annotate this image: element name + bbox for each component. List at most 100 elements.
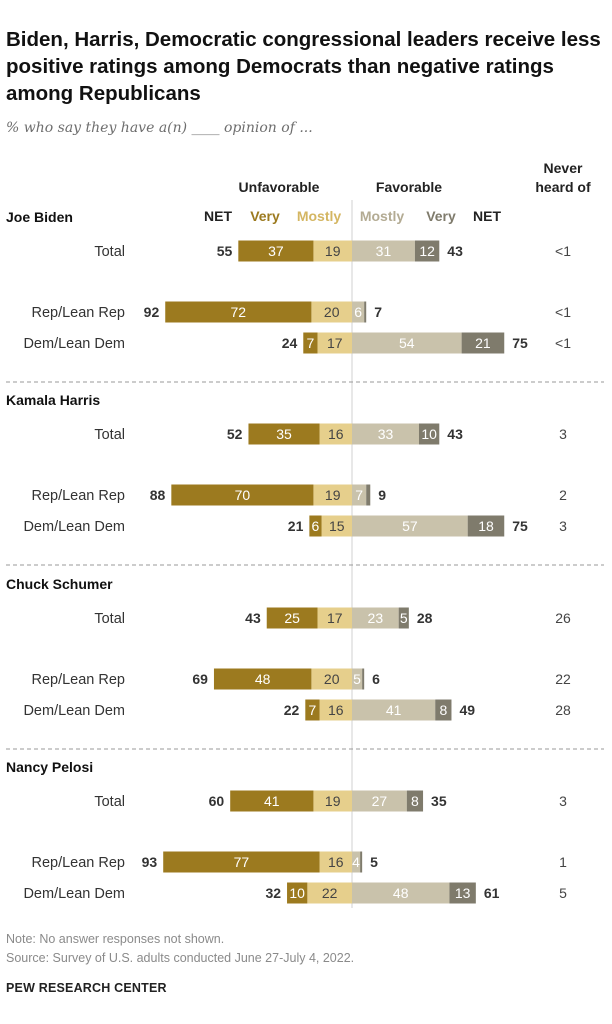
bar-favorable-very [398, 607, 409, 629]
bar-favorable-mostly [352, 851, 361, 873]
never-heard-value: <1 [555, 304, 571, 320]
label-favorable-mostly: 48 [393, 885, 409, 901]
group-label: Kamala Harris [6, 392, 100, 408]
bar-unfavorable-very [248, 423, 320, 445]
net-favorable-value: 7 [374, 304, 382, 320]
very-header-unfavorable: Very [250, 208, 280, 224]
bar-unfavorable-mostly [319, 423, 352, 445]
mostly-header-favorable: Mostly [360, 208, 405, 224]
label-unfavorable-mostly: 19 [325, 487, 341, 503]
bar-favorable-very [366, 484, 371, 506]
net-favorable-value: 6 [372, 671, 380, 687]
bar-favorable-very [461, 332, 505, 354]
bar-unfavorable-very [165, 301, 312, 323]
label-unfavorable-mostly: 19 [325, 793, 341, 809]
net-unfavorable-value: 92 [144, 304, 160, 320]
label-unfavorable-very: 72 [231, 304, 247, 320]
row-label: Rep/Lean Rep [31, 488, 125, 504]
label-unfavorable-mostly: 22 [322, 885, 338, 901]
label-unfavorable-mostly: 16 [328, 426, 344, 442]
never-heard-value: 2 [559, 487, 567, 503]
row-label: Total [94, 611, 125, 627]
label-favorable-mostly: 23 [368, 610, 384, 626]
net-favorable-value: 9 [378, 487, 386, 503]
row-label: Rep/Lean Rep [31, 672, 125, 688]
net-unfavorable-value: 24 [282, 335, 298, 351]
bar-favorable-very [414, 240, 440, 262]
label-unfavorable-mostly: 20 [324, 671, 340, 687]
bar-favorable-very [449, 882, 476, 904]
bar-unfavorable-very [303, 332, 318, 354]
bar-unfavorable-mostly [317, 332, 352, 354]
label-unfavorable-very: 25 [284, 610, 300, 626]
label-unfavorable-mostly: 17 [327, 610, 343, 626]
chart-source: Source: Survey of U.S. adults conducted … [6, 951, 355, 965]
org-name: PEW RESEARCH CENTER [6, 981, 167, 995]
net-favorable-value: 5 [370, 854, 378, 870]
chart-title: Biden, Harris, Democratic congressional … [6, 28, 601, 105]
bar-favorable-mostly [352, 790, 407, 812]
label-unfavorable-mostly: 16 [328, 702, 344, 718]
net-unfavorable-value: 32 [265, 885, 281, 901]
bar-unfavorable-very [266, 607, 318, 629]
label-unfavorable-mostly: 17 [327, 335, 343, 351]
bar-favorable-mostly [352, 607, 399, 629]
chart-subtitle: % who say they have a(n) ____ opinion of… [6, 120, 313, 136]
bar-favorable-very [467, 515, 505, 537]
row-label: Total [94, 794, 125, 810]
label-unfavorable-very: 10 [289, 885, 305, 901]
never-heard-value: 26 [555, 610, 571, 626]
row-label: Dem/Lean Dem [23, 886, 125, 902]
label-favorable-very: 5 [400, 610, 408, 626]
never-heard-value: 28 [555, 702, 571, 718]
never-heard-header: heard of [535, 179, 591, 195]
label-unfavorable-mostly: 15 [329, 518, 345, 534]
label-favorable-mostly: 5 [353, 671, 361, 687]
bar-favorable-very [435, 699, 452, 721]
never-heard-value: 3 [559, 518, 567, 534]
row-label: Total [94, 427, 125, 443]
label-favorable-very: 13 [455, 885, 471, 901]
label-unfavorable-mostly: 16 [328, 854, 344, 870]
bar-unfavorable-mostly [321, 515, 352, 537]
net-favorable-value: 43 [447, 243, 463, 259]
chart-note: Note: No answer responses not shown. [6, 932, 225, 946]
net-unfavorable-value: 52 [227, 426, 243, 442]
bar-favorable-mostly [352, 484, 367, 506]
never-heard-value: <1 [555, 243, 571, 259]
bar-favorable-mostly [352, 699, 436, 721]
bar-unfavorable-mostly [307, 882, 352, 904]
net-favorable-value: 28 [417, 610, 433, 626]
net-unfavorable-value: 21 [288, 518, 304, 534]
net-unfavorable-value: 93 [142, 854, 158, 870]
label-unfavorable-very: 70 [235, 487, 251, 503]
label-favorable-mostly: 27 [372, 793, 388, 809]
bar-unfavorable-mostly [311, 301, 352, 323]
label-unfavorable-very: 48 [255, 671, 271, 687]
bar-unfavorable-mostly [319, 699, 352, 721]
net-unfavorable-value: 43 [245, 610, 261, 626]
row-label: Dem/Lean Dem [23, 519, 125, 535]
net-unfavorable-value: 69 [192, 671, 208, 687]
bar-unfavorable-very [171, 484, 314, 506]
mostly-header-unfavorable: Mostly [297, 208, 342, 224]
bar-favorable-mostly [352, 301, 365, 323]
group-label: Nancy Pelosi [6, 759, 93, 775]
bar-favorable-very [418, 423, 440, 445]
bar-unfavorable-mostly [313, 240, 352, 262]
label-unfavorable-very: 35 [276, 426, 292, 442]
row-label: Dem/Lean Dem [23, 703, 125, 719]
diverging-bar-chart: Unfavorable Favorable Never heard of NET Very… [6, 160, 604, 908]
net-favorable-value: 75 [512, 518, 528, 534]
label-favorable-very: 10 [421, 426, 437, 442]
bar-unfavorable-very [238, 240, 314, 262]
net-unfavorable-value: 60 [209, 793, 225, 809]
bar-unfavorable-very [287, 882, 308, 904]
never-heard-header: Never [544, 160, 583, 176]
bar-unfavorable-mostly [317, 607, 352, 629]
row-label: Dem/Lean Dem [23, 336, 125, 352]
label-favorable-very: 12 [419, 243, 435, 259]
net-favorable-value: 61 [484, 885, 500, 901]
bar-unfavorable-very [230, 790, 314, 812]
net-favorable-value: 43 [447, 426, 463, 442]
